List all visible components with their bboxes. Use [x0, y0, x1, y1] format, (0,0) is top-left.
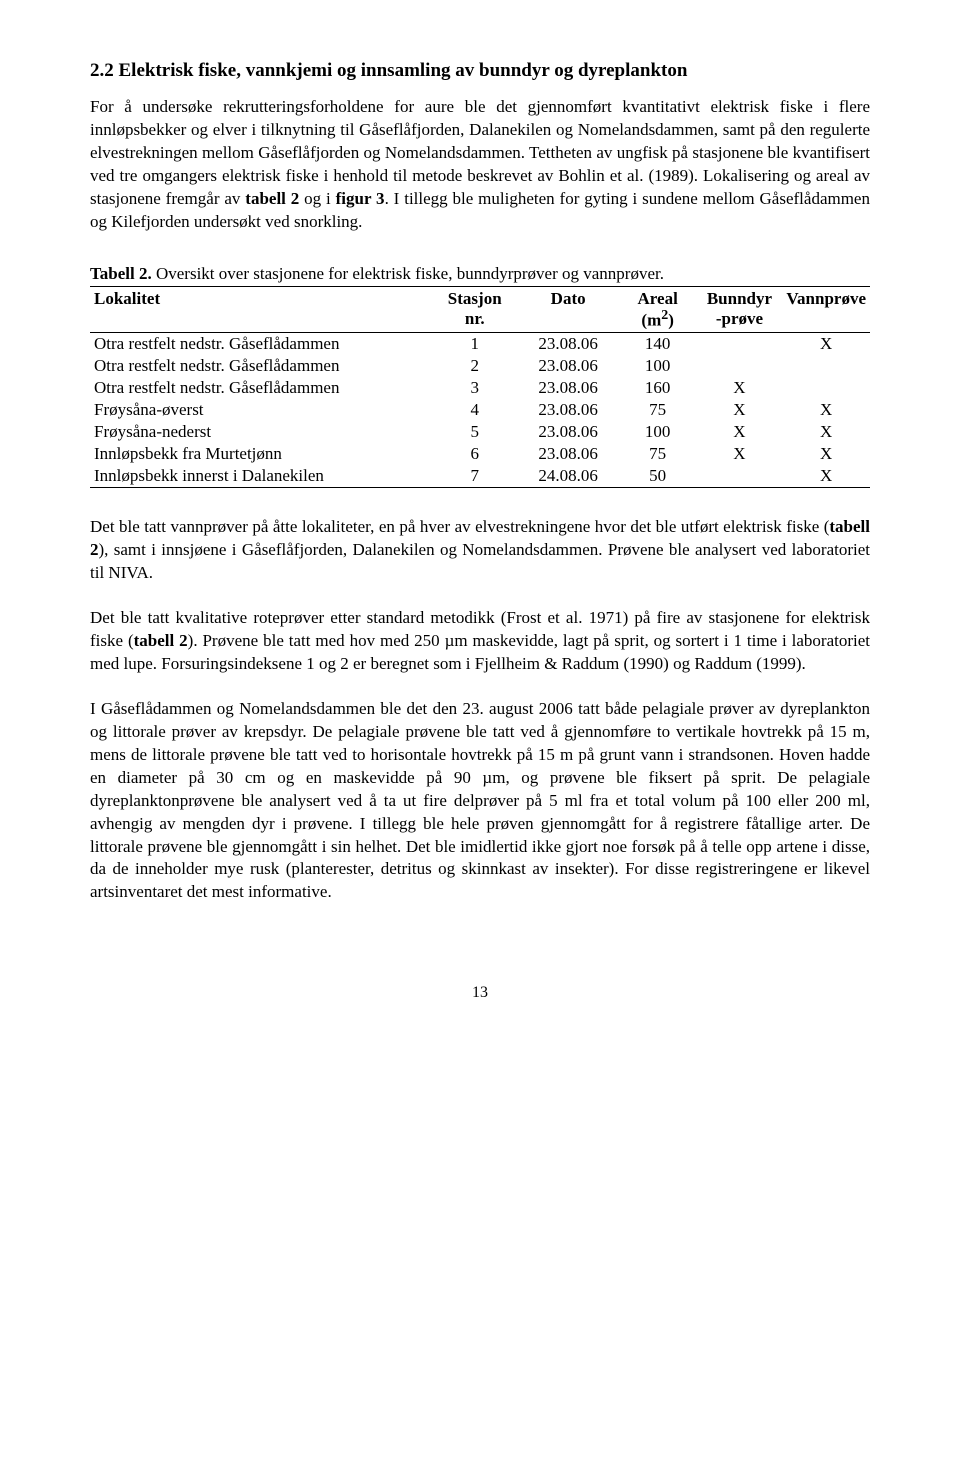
cell-areal: 75	[619, 399, 697, 421]
col-stasjon: Stasjon nr.	[432, 286, 518, 333]
cell-dato: 23.08.06	[518, 443, 619, 465]
cell-lokalitet: Frøysåna-øverst	[90, 399, 432, 421]
page-number: 13	[90, 984, 870, 1002]
cell-bunndyr	[697, 355, 783, 377]
col-lokalitet: Lokalitet	[90, 286, 432, 333]
cell-lokalitet: Innløpsbekk innerst i Dalanekilen	[90, 465, 432, 488]
header-text: (m	[641, 310, 661, 329]
station-table: Lokalitet Stasjon nr. Dato Areal (m2) Bu…	[90, 286, 870, 489]
header-text: Vannprøve	[786, 289, 866, 308]
cell-vannprove	[782, 355, 870, 377]
cell-nr: 6	[432, 443, 518, 465]
caption-text: Oversikt over stasjonene for elektrisk f…	[152, 264, 664, 283]
cell-vannprove: X	[782, 333, 870, 356]
cell-areal: 100	[619, 355, 697, 377]
document-page: 2.2 Elektrisk fiske, vannkjemi og innsam…	[0, 0, 960, 1042]
col-bunndyr: Bunndyr -prøve	[697, 286, 783, 333]
table-row: Innløpsbekk innerst i Dalanekilen 7 24.0…	[90, 465, 870, 488]
table-caption: Tabell 2. Oversikt over stasjonene for e…	[90, 264, 870, 284]
header-text: Lokalitet	[94, 289, 160, 308]
cell-dato: 24.08.06	[518, 465, 619, 488]
paragraph-vannprover: Det ble tatt vannprøver på åtte lokalite…	[90, 516, 870, 585]
cell-nr: 5	[432, 421, 518, 443]
cell-dato: 23.08.06	[518, 421, 619, 443]
paragraph-roteprover: Det ble tatt kvalitative roteprøver ette…	[90, 607, 870, 676]
cell-areal: 100	[619, 421, 697, 443]
paragraph-plankton: I Gåseflådammen og Nomelandsdammen ble d…	[90, 698, 870, 904]
cell-bunndyr: X	[697, 377, 783, 399]
col-vannprove: Vannprøve	[782, 286, 870, 333]
bold-ref: figur 3	[336, 189, 385, 208]
cell-vannprove: X	[782, 399, 870, 421]
cell-dato: 23.08.06	[518, 333, 619, 356]
text-run: Det ble tatt vannprøver på åtte lokalite…	[90, 517, 829, 536]
cell-nr: 1	[432, 333, 518, 356]
table-body: Otra restfelt nedstr. Gåseflådammen 1 23…	[90, 333, 870, 488]
table-row: Otra restfelt nedstr. Gåseflådammen 2 23…	[90, 355, 870, 377]
text-run: ). Prøvene ble tatt med hov med 250 µm m…	[90, 631, 870, 673]
cell-bunndyr: X	[697, 443, 783, 465]
cell-bunndyr	[697, 333, 783, 356]
table-header-row: Lokalitet Stasjon nr. Dato Areal (m2) Bu…	[90, 286, 870, 333]
cell-lokalitet: Innløpsbekk fra Murtetjønn	[90, 443, 432, 465]
cell-lokalitet: Otra restfelt nedstr. Gåseflådammen	[90, 355, 432, 377]
header-text: Bunndyr	[707, 289, 772, 308]
header-text: )	[668, 310, 674, 329]
section-heading: 2.2 Elektrisk fiske, vannkjemi og innsam…	[90, 60, 870, 82]
cell-vannprove: X	[782, 443, 870, 465]
cell-dato: 23.08.06	[518, 355, 619, 377]
table-row: Otra restfelt nedstr. Gåseflådammen 3 23…	[90, 377, 870, 399]
cell-bunndyr: X	[697, 421, 783, 443]
cell-bunndyr: X	[697, 399, 783, 421]
cell-areal: 75	[619, 443, 697, 465]
cell-nr: 4	[432, 399, 518, 421]
header-text: Areal	[638, 289, 678, 308]
header-text: nr.	[465, 309, 485, 328]
cell-nr: 2	[432, 355, 518, 377]
table-row: Frøysåna-nederst 5 23.08.06 100 X X	[90, 421, 870, 443]
table-row: Otra restfelt nedstr. Gåseflådammen 1 23…	[90, 333, 870, 356]
table-row: Innløpsbekk fra Murtetjønn 6 23.08.06 75…	[90, 443, 870, 465]
header-text: -prøve	[716, 309, 763, 328]
bold-ref: tabell 2	[245, 189, 299, 208]
cell-nr: 3	[432, 377, 518, 399]
col-dato: Dato	[518, 286, 619, 333]
header-text: Stasjon	[448, 289, 502, 308]
table-row: Frøysåna-øverst 4 23.08.06 75 X X	[90, 399, 870, 421]
cell-bunndyr	[697, 465, 783, 488]
header-text: Dato	[551, 289, 586, 308]
cell-lokalitet: Otra restfelt nedstr. Gåseflådammen	[90, 333, 432, 356]
cell-areal: 160	[619, 377, 697, 399]
col-areal: Areal (m2)	[619, 286, 697, 333]
cell-dato: 23.08.06	[518, 377, 619, 399]
cell-lokalitet: Frøysåna-nederst	[90, 421, 432, 443]
cell-lokalitet: Otra restfelt nedstr. Gåseflådammen	[90, 377, 432, 399]
cell-areal: 50	[619, 465, 697, 488]
caption-label: Tabell 2.	[90, 264, 152, 283]
cell-vannprove	[782, 377, 870, 399]
paragraph-intro: For å undersøke rekrutteringsforholdene …	[90, 96, 870, 234]
text-run: ), samt i innsjøene i Gåseflåfjorden, Da…	[90, 540, 870, 582]
bold-ref: tabell 2	[134, 631, 188, 650]
cell-vannprove: X	[782, 465, 870, 488]
text-run: og i	[299, 189, 335, 208]
cell-vannprove: X	[782, 421, 870, 443]
cell-nr: 7	[432, 465, 518, 488]
cell-areal: 140	[619, 333, 697, 356]
cell-dato: 23.08.06	[518, 399, 619, 421]
